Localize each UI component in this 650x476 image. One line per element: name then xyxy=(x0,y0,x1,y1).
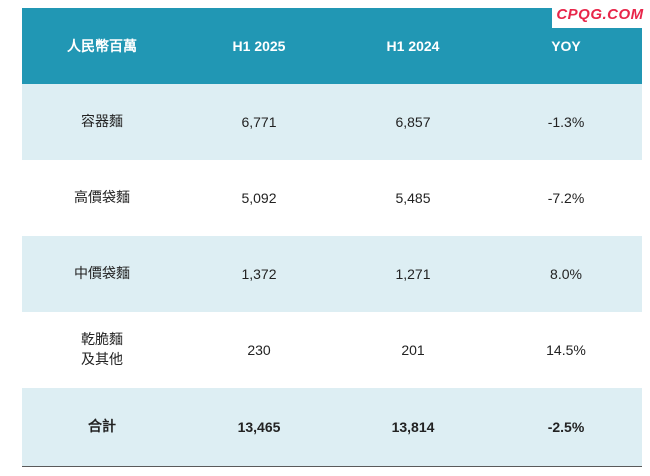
table-header: 人民幣百萬 H1 2025 H1 2024 YOY xyxy=(22,8,642,84)
table-row: 容器麵 6,771 6,857 -1.3% xyxy=(22,84,642,160)
total-category: 合計 xyxy=(88,418,116,435)
sales-table: 人民幣百萬 H1 2025 H1 2024 YOY 容器麵 6,771 6,85… xyxy=(22,8,642,467)
row-category: 容器麵 xyxy=(81,114,123,130)
row-h1-2025: 5,092 xyxy=(241,190,277,206)
row-h1-2024: 201 xyxy=(401,342,425,358)
row-h1-2025: 1,372 xyxy=(241,266,277,282)
row-h1-2024: 6,857 xyxy=(395,114,431,130)
table-body: 容器麵 6,771 6,857 -1.3% 高價袋麵 5,092 5,485 -… xyxy=(22,84,642,466)
row-yoy: 8.0% xyxy=(550,266,582,282)
row-h1-2024: 5,485 xyxy=(395,190,431,206)
table-row: 高價袋麵 5,092 5,485 -7.2% xyxy=(22,160,642,236)
row-category: 乾脆麵 及其他 xyxy=(22,312,182,388)
header-h1-2025: H1 2025 xyxy=(232,38,286,54)
row-h1-2024: 1,271 xyxy=(395,266,431,282)
header-unit: 人民幣百萬 xyxy=(67,39,137,55)
total-h1-2024: 13,814 xyxy=(391,418,435,435)
total-row: 合計 13,465 13,814 -2.5% xyxy=(22,388,642,466)
row-category-line1: 乾脆麵 xyxy=(81,332,123,348)
row-yoy: -7.2% xyxy=(547,190,585,206)
table-row: 乾脆麵 及其他 230 201 14.5% xyxy=(22,312,642,388)
row-category: 高價袋麵 xyxy=(74,190,130,206)
total-yoy: -2.5% xyxy=(547,418,585,435)
row-h1-2025: 230 xyxy=(247,342,271,358)
row-yoy: -1.3% xyxy=(547,114,585,130)
total-h1-2025: 13,465 xyxy=(237,418,281,435)
header-yoy: YOY xyxy=(551,38,581,54)
table-row: 中價袋麵 1,372 1,271 8.0% xyxy=(22,236,642,312)
header-h1-2024: H1 2024 xyxy=(386,38,440,54)
row-category: 中價袋麵 xyxy=(74,266,130,282)
row-h1-2025: 6,771 xyxy=(241,114,277,130)
row-category-line2: 及其他 xyxy=(81,352,123,368)
header-row: 人民幣百萬 H1 2025 H1 2024 YOY xyxy=(22,8,642,84)
watermark-logo: CPQG.COM xyxy=(552,2,648,28)
row-yoy: 14.5% xyxy=(546,342,586,358)
